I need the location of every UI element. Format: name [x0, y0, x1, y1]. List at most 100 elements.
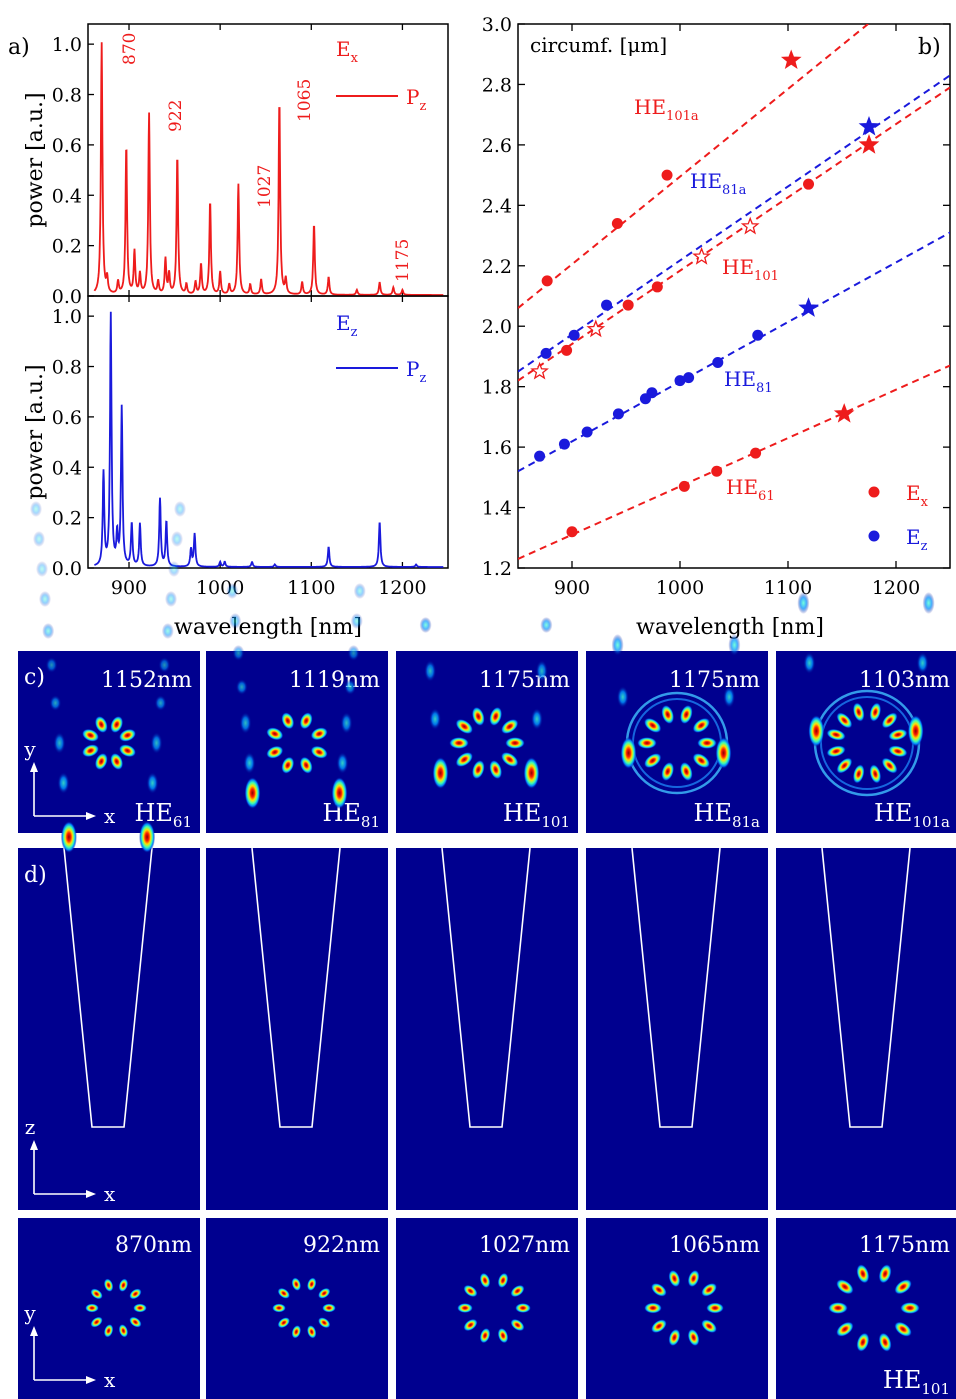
y-axis-label-lower: power [a.u.] [23, 364, 48, 499]
cross-section-tile-1: 870nm [18, 1218, 200, 1399]
taper-outline [631, 847, 721, 1128]
mode-name: HE [503, 799, 541, 827]
field-spot [432, 757, 449, 789]
y-tick-label: 2.6 [482, 135, 512, 157]
field-spot [39, 591, 51, 607]
y-tick-label: 0.0 [52, 286, 82, 308]
intensity-lobe [299, 756, 313, 774]
mode-label: HE101a [874, 799, 950, 831]
field-spot [424, 660, 437, 682]
data-point [752, 329, 764, 341]
intensity-lobe [133, 1303, 147, 1313]
series-101 [518, 86, 950, 382]
cross-section-tile-5: 1175nm [776, 1218, 956, 1399]
taper-outline [441, 847, 531, 1128]
field-spot [535, 660, 548, 682]
field-spot [797, 592, 810, 614]
intensity-lobe [272, 1303, 286, 1313]
intensity-lobe [81, 744, 100, 758]
intensity-lobe [697, 737, 717, 749]
wavelength-label: 1027nm [479, 1233, 570, 1258]
intensity-lobe [118, 1278, 129, 1293]
tile-background [206, 848, 388, 1210]
intensity-lobe [85, 1303, 99, 1313]
label-he101: HE101 [722, 255, 779, 284]
intensity-lobe [94, 715, 108, 734]
axis-ticks: 1.2 1.4 1.6 1.8 2.0 2.2 2.4 2.6 2.8 3.0 900 1000 110… [482, 14, 950, 599]
wavelength-label: 922nm [303, 1233, 380, 1258]
axis-label-x: x [104, 804, 116, 828]
annotation-1065: 1065 [295, 79, 315, 122]
intensity-lobe [306, 1324, 317, 1339]
x-tick-label: 1100 [287, 577, 335, 599]
intensity-lobe [679, 704, 693, 725]
y-tick-label: 1.0 [52, 34, 82, 56]
mode-subscript: 101 [921, 1380, 950, 1398]
intensity-lobe [291, 1277, 302, 1292]
tile-background [396, 651, 578, 833]
field-spot [154, 695, 167, 711]
field-spot [350, 613, 363, 629]
field-spot [226, 583, 239, 599]
tile-background [206, 1218, 388, 1399]
tile-background [586, 651, 768, 833]
legend-marker-ex [868, 486, 880, 498]
intensity-lobe [310, 745, 328, 759]
intensity-lobe [679, 761, 693, 782]
open-star-marker [530, 361, 549, 380]
mode-label: HE101 [503, 799, 570, 831]
data-point [712, 356, 724, 368]
data-point [566, 526, 578, 538]
field-spot [540, 617, 553, 633]
data-point [651, 281, 663, 293]
y-axis-label: circumf. [μm] [530, 33, 667, 57]
arrowhead-x [86, 1376, 96, 1384]
mode-label: HE61 [134, 799, 192, 831]
intensity-lobe [894, 1321, 912, 1337]
axis-label-x: x [104, 1182, 116, 1206]
intensity-lobe [118, 728, 137, 742]
intensity-lobe [129, 1316, 142, 1328]
star-marker [798, 297, 819, 317]
mode-subscript: 61 [173, 813, 192, 831]
intensity-lobe [103, 1278, 114, 1293]
arrowhead-y [30, 762, 38, 772]
intensity-lobe [277, 1287, 291, 1299]
intensity-lobe [869, 702, 882, 722]
data-point [558, 438, 570, 450]
legend-label: Pz [406, 85, 426, 114]
field-spot [922, 592, 935, 614]
intensity-lobe [277, 1317, 291, 1329]
field-spot [150, 732, 163, 754]
intensity-lobe [650, 1319, 667, 1334]
intensity-lobe [118, 1323, 129, 1338]
data-point [534, 450, 546, 462]
field-spot [53, 732, 66, 754]
intensity-lobe [692, 717, 711, 734]
field-spot [60, 821, 77, 853]
wavelength-label: 1119nm [289, 668, 380, 693]
fit-line [518, 86, 950, 382]
label-he81a: HE81a [690, 169, 747, 198]
intensity-lobe [455, 718, 474, 735]
intensity-lobe [505, 737, 525, 749]
field-spot [340, 712, 353, 734]
intensity-lobe [500, 718, 519, 735]
mode-subscript: 81a [732, 813, 760, 831]
label-he61: HE61 [726, 475, 775, 504]
series-101a [518, 24, 870, 309]
wavelength-label: 1065nm [669, 1233, 760, 1258]
axis-label-y: y [23, 1301, 36, 1325]
field-spot [907, 715, 924, 747]
intensity-lobe [510, 1284, 525, 1298]
field-spot [723, 686, 736, 708]
fit-line [518, 24, 870, 309]
arrowhead-x [86, 1190, 96, 1198]
intensity-lobe [888, 745, 908, 758]
y-tick-label: 1.2 [482, 558, 512, 580]
field-spot [419, 617, 432, 633]
intensity-lobe [497, 1327, 509, 1344]
